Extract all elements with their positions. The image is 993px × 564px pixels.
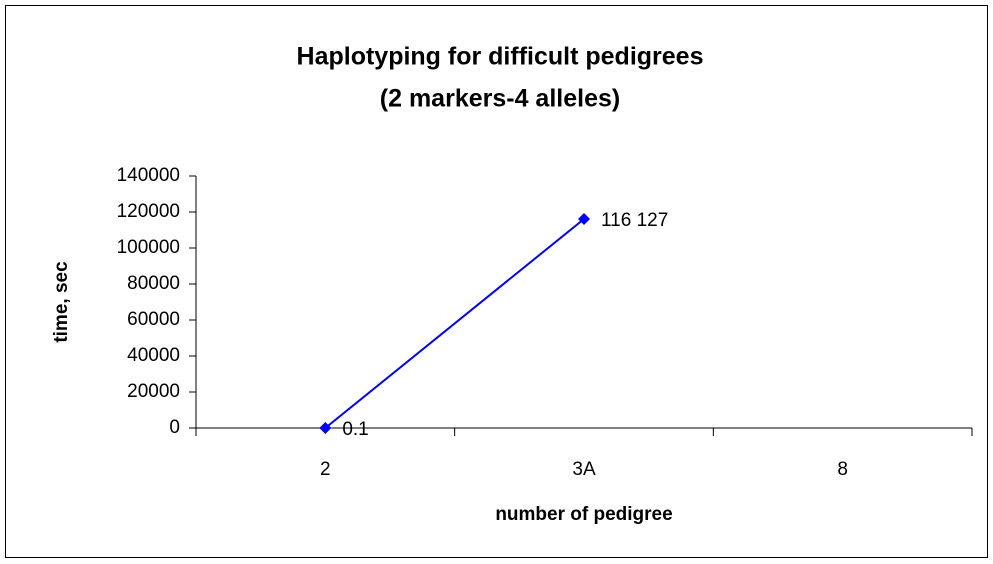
y-tick-label: 60000 <box>127 309 180 330</box>
x-axis-label: number of pedigree <box>495 504 672 525</box>
y-tick-label: 100000 <box>117 237 180 258</box>
x-tick-label: 3A <box>572 459 596 480</box>
y-tick-label: 140000 <box>117 165 180 186</box>
y-axis-label: time, sec <box>51 261 72 343</box>
y-tick-label: 80000 <box>127 273 180 294</box>
chart-title: (2 markers-4 alleles) <box>380 85 620 113</box>
data-label: 0.1 <box>342 419 368 440</box>
data-point <box>578 212 590 225</box>
series-line <box>324 218 585 429</box>
x-tick-label: 2 <box>320 459 331 480</box>
y-tick-label: 40000 <box>127 345 180 366</box>
data-label: 116 127 <box>601 210 668 231</box>
y-tick-label: 0 <box>169 417 180 438</box>
y-tick-label: 120000 <box>117 201 180 222</box>
y-tick-label: 20000 <box>127 381 180 402</box>
chart-frame <box>5 5 988 558</box>
data-point <box>319 421 332 434</box>
chart-title: Haplotyping for difficult pedigrees <box>297 43 704 71</box>
x-tick-label: 8 <box>837 459 848 480</box>
